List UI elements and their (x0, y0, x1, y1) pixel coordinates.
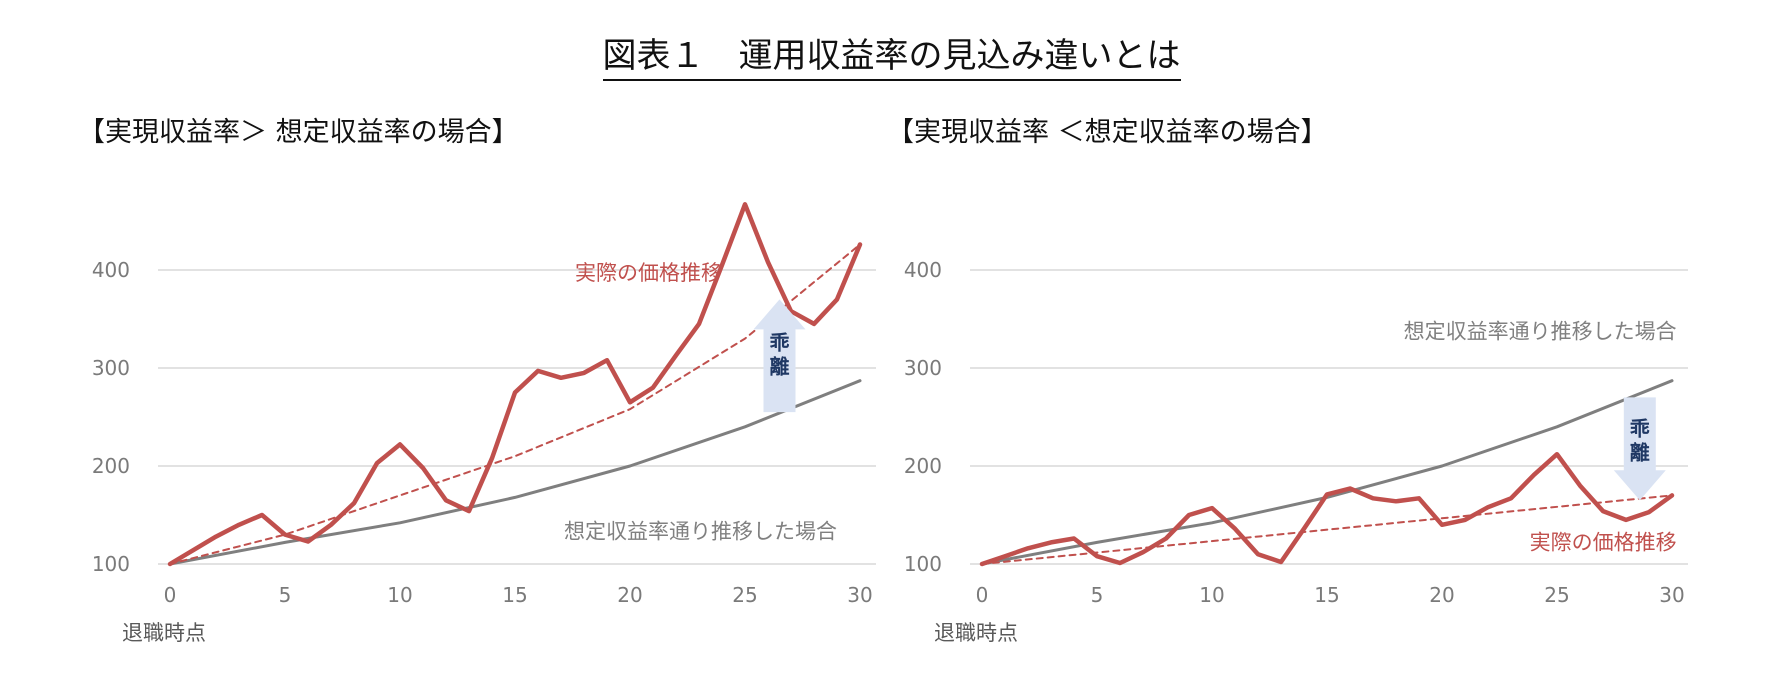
y-tick-label: 200 (92, 454, 130, 478)
gap-label-char: 離 (770, 354, 790, 378)
actual-price-annotation: 実際の価格推移 (575, 261, 722, 285)
x-tick-label: 30 (1659, 583, 1684, 607)
x-tick-label: 15 (1314, 583, 1339, 607)
panel-title-left: 【実現収益率＞ 想定収益率の場合】 (78, 117, 519, 148)
assumed-return-line (168, 379, 862, 566)
y-tick-label: 100 (904, 552, 942, 576)
actual-trend-dashed-line (981, 494, 1673, 565)
y-tick-label: 400 (904, 258, 942, 282)
page-title-text: 図表１ 運用収益率の見込み違いとは (602, 36, 1181, 81)
actual-trend-dashed-line (169, 243, 861, 565)
assumed-return-annotation: 想定収益率通り推移した場合 (564, 520, 837, 544)
gap-label-char: 乖 (1630, 416, 1650, 440)
x-axis-label: 退職時点 (934, 621, 1018, 645)
x-tick-label: 20 (617, 583, 642, 607)
y-tick-label: 300 (904, 356, 942, 380)
x-tick-label: 15 (502, 583, 527, 607)
actual-price-annotation: 実際の価格推移 (1530, 530, 1677, 554)
x-tick-label: 5 (1091, 583, 1104, 607)
actual-price-line (167, 202, 863, 567)
actual-price-line (979, 451, 1675, 567)
gap-arrow (1613, 397, 1666, 501)
x-tick-label: 25 (1544, 583, 1569, 607)
x-tick-label: 25 (732, 583, 757, 607)
y-tick-label: 100 (92, 552, 130, 576)
x-axis-label: 退職時点 (122, 621, 206, 645)
page-title: 図表１ 運用収益率の見込み違いとは (0, 28, 1783, 81)
y-tick-label: 400 (92, 258, 130, 282)
x-tick-label: 10 (387, 583, 412, 607)
chart-left-group: 100 200 300 400 0 5 10 15 20 25 30 退職時点 実際の価格推移想定収益率… (92, 202, 876, 645)
x-tick-label: 0 (164, 583, 177, 607)
x-tick-label: 20 (1429, 583, 1454, 607)
gap-arrow (753, 299, 806, 413)
x-tick-label: 5 (279, 583, 292, 607)
y-tick-label: 200 (904, 454, 942, 478)
x-tick-label: 10 (1199, 583, 1224, 607)
x-tick-label: 30 (847, 583, 872, 607)
gap-label-char: 乖 (770, 330, 790, 354)
chart-right-group: 100 200 300 400 0 5 10 15 20 25 30 退職時点 想定収益率通り推移した場… (904, 258, 1688, 645)
assumed-return-annotation: 想定収益率通り推移した場合 (1404, 320, 1677, 344)
x-tick-label: 0 (976, 583, 989, 607)
gap-label-char: 離 (1630, 440, 1650, 464)
panel-title-right: 【実現収益率 ＜想定収益率の場合】 (887, 117, 1328, 148)
y-tick-label: 300 (92, 356, 130, 380)
